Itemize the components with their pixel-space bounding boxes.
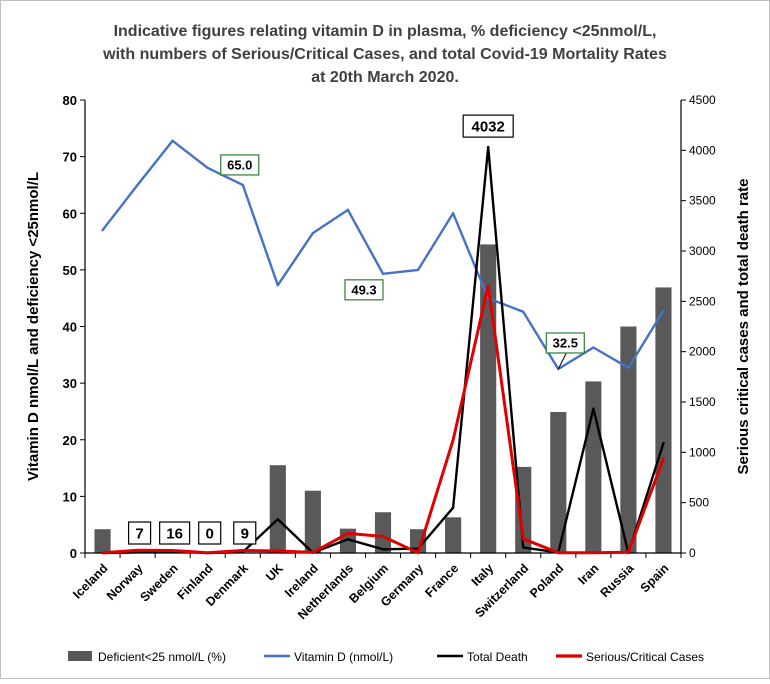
callout-box-vitamin-d-nmol-l-belgium — [344, 279, 384, 301]
callout-label-vitamin-d-nmol-l-poland: 32.5 — [553, 336, 578, 351]
right-tick-label: 1000 — [689, 445, 716, 459]
point-vitamin-d-nmol-l-iceland — [101, 229, 104, 232]
callout-box-vitamin-d-nmol-l-poland — [545, 332, 585, 354]
chart-title-line: Indicative figures relating vitamin D in… — [114, 23, 657, 40]
left-tick-label: 60 — [63, 206, 77, 221]
left-tick-label: 40 — [63, 320, 77, 335]
callout-label-total-death-finland: 0 — [206, 525, 214, 542]
point-vitamin-d-nmol-l-france — [451, 212, 455, 215]
bar-belgium — [374, 512, 392, 553]
right-tick-label: 1500 — [689, 395, 716, 409]
point-vitamin-d-nmol-l-switzerland — [522, 310, 525, 313]
callout-box-total-death-sweden — [159, 521, 191, 545]
callout-label-total-death-denmark: 9 — [241, 525, 249, 542]
callout-box-total-death-denmark — [233, 521, 257, 545]
left-axis-title: Vitamin D nmol/L and deficiency <25nmol/… — [25, 172, 42, 481]
point-vitamin-d-nmol-l-uk — [276, 283, 280, 287]
point-serious-critical-cases-iran — [592, 551, 595, 554]
left-tick-label: 20 — [63, 433, 77, 448]
point-serious-critical-cases-switzerland — [522, 537, 525, 541]
point-vitamin-d-nmol-l-russia — [627, 366, 630, 370]
point-total-death-spain — [662, 441, 665, 445]
legend-label-vitamin-d-nmol-l: Vitamin D (nmol/L) — [294, 650, 393, 664]
point-serious-critical-cases-germany — [416, 551, 420, 554]
left-tick-label: 80 — [63, 93, 77, 108]
bar-iran — [585, 381, 602, 553]
left-tick-label: 30 — [63, 376, 77, 391]
point-vitamin-d-nmol-l-finland — [206, 166, 209, 170]
point-serious-critical-cases-italy — [486, 284, 490, 287]
bar-france — [445, 517, 462, 553]
point-vitamin-d-nmol-l-denmark — [241, 183, 244, 187]
callout-label-vitamin-d-nmol-l-belgium: 49.3 — [351, 283, 376, 298]
callout-box-total-death-norway — [127, 521, 152, 545]
point-vitamin-d-nmol-l-germany — [416, 268, 420, 272]
point-total-death-italy — [486, 145, 490, 149]
right-axis-title: Serious critical cases and total death r… — [735, 179, 752, 475]
point-total-death-belgium — [381, 548, 385, 551]
left-tick-label: 50 — [63, 263, 77, 278]
point-serious-critical-cases-norway — [136, 549, 139, 552]
callout-box-vitamin-d-nmol-l-denmark — [220, 154, 260, 176]
point-vitamin-d-nmol-l-netherlands — [346, 208, 350, 212]
point-serious-critical-cases-spain — [662, 457, 665, 460]
point-vitamin-d-nmol-l-spain — [662, 309, 665, 312]
point-serious-critical-cases-ireland — [311, 551, 315, 554]
bar-russia — [620, 326, 637, 553]
point-vitamin-d-nmol-l-norway — [136, 183, 139, 187]
callout-label-total-death-norway: 7 — [135, 525, 143, 542]
chart-title-line: at 20th March 2020. — [311, 69, 459, 86]
point-vitamin-d-nmol-l-iran — [592, 346, 595, 349]
legend-label-serious-critical-cases: Serious/Critical Cases — [586, 650, 704, 664]
right-tick-label: 4500 — [689, 93, 716, 107]
callout-label-vitamin-d-nmol-l-denmark: 65.0 — [227, 158, 252, 173]
point-serious-critical-cases-uk — [276, 549, 280, 553]
point-serious-critical-cases-belgium — [381, 535, 385, 538]
bar-poland — [550, 412, 567, 553]
point-serious-critical-cases-denmark — [241, 549, 244, 552]
point-serious-critical-cases-russia — [627, 550, 630, 554]
point-total-death-uk — [276, 518, 280, 521]
callout-box-total-death-italy — [462, 114, 514, 138]
bar-uk — [269, 465, 286, 553]
point-vitamin-d-nmol-l-belgium — [381, 272, 385, 276]
callout-leader-poland — [557, 352, 567, 370]
right-tick-label: 2000 — [689, 345, 716, 359]
point-serious-critical-cases-finland — [206, 551, 209, 554]
legend-label-deficient-25-nmol-l: Deficient<25 nmol/L (%) — [98, 650, 226, 664]
right-tick-label: 4000 — [689, 143, 716, 157]
point-total-death-france — [451, 506, 455, 509]
point-serious-critical-cases-netherlands — [346, 532, 350, 535]
right-tick-label: 0 — [689, 546, 696, 560]
point-total-death-switzerland — [522, 546, 525, 549]
point-total-death-iran — [592, 407, 595, 410]
left-tick-label: 0 — [70, 546, 77, 561]
callout-label-total-death-sweden: 16 — [166, 525, 183, 542]
legend-swatch-deficient-25-nmol-l — [68, 651, 92, 661]
legend-label-total-death: Total Death — [467, 650, 528, 664]
point-serious-critical-cases-france — [451, 438, 455, 442]
point-total-death-netherlands — [346, 538, 350, 541]
left-tick-label: 70 — [63, 150, 77, 165]
right-tick-label: 500 — [689, 496, 709, 510]
callout-box-total-death-finland — [198, 521, 222, 545]
point-serious-critical-cases-sweden — [171, 549, 174, 552]
point-serious-critical-cases-poland — [557, 551, 560, 554]
bar-spain — [655, 287, 672, 553]
right-tick-label: 3000 — [689, 244, 716, 258]
point-vitamin-d-nmol-l-sweden — [171, 139, 174, 142]
left-tick-label: 10 — [63, 489, 77, 504]
right-tick-label: 3500 — [689, 194, 716, 208]
point-serious-critical-cases-iceland — [101, 551, 104, 554]
bar-ireland — [304, 490, 321, 553]
callout-label-total-death-italy: 4032 — [471, 119, 504, 136]
chart-title-line: with numbers of Serious/Critical Cases, … — [102, 46, 667, 63]
point-vitamin-d-nmol-l-ireland — [311, 231, 315, 235]
right-tick-label: 2500 — [689, 294, 716, 308]
bar-iceland — [94, 529, 111, 553]
